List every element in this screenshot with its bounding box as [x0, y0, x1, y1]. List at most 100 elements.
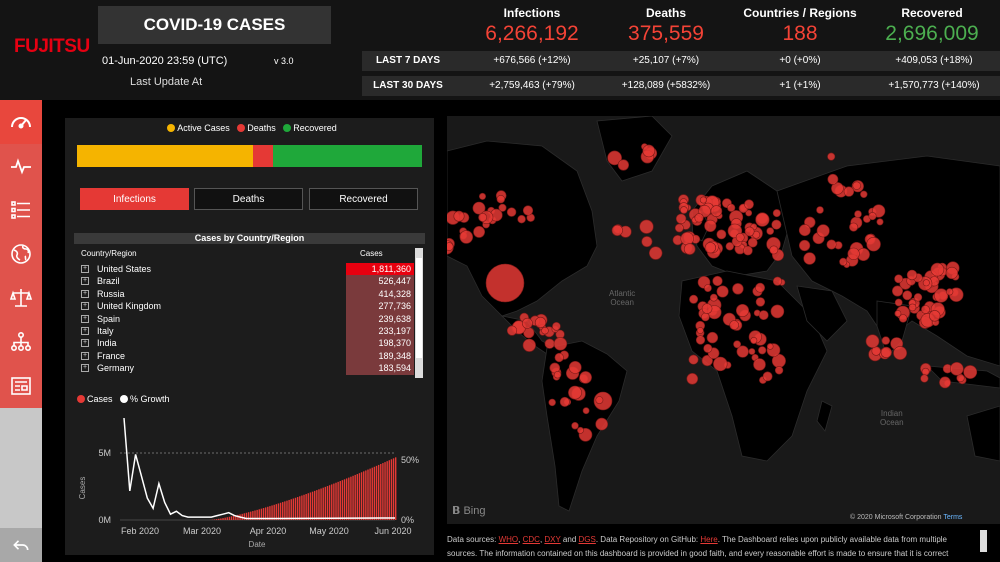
table-scrollbar[interactable]	[415, 248, 423, 378]
source-link-dxy[interactable]: DXY	[544, 535, 561, 544]
case-bubble[interactable]	[674, 223, 684, 233]
case-bubble[interactable]	[946, 288, 954, 296]
case-bubble[interactable]	[541, 327, 549, 335]
expand-icon[interactable]: +	[81, 265, 89, 273]
case-bubble[interactable]	[727, 203, 736, 212]
table-row[interactable]: + Italy 233,197	[74, 324, 414, 338]
case-bubble[interactable]	[506, 325, 518, 336]
case-bubble[interactable]	[744, 226, 755, 237]
table-row[interactable]: + United States 1,811,360	[74, 263, 414, 276]
table-row[interactable]: + Russia 414,328	[74, 287, 414, 301]
case-bubble[interactable]	[680, 231, 694, 246]
sidebar-item-globe[interactable]	[0, 232, 42, 276]
case-bubble[interactable]	[908, 303, 917, 312]
table-row[interactable]: + United Kingdom 277,736	[74, 300, 414, 313]
expand-icon[interactable]: +	[81, 314, 89, 323]
case-bubble[interactable]	[649, 246, 663, 260]
case-bubble[interactable]	[799, 239, 811, 252]
table-row[interactable]: + Germany 183,594	[74, 362, 414, 375]
scrollbar-thumb[interactable]	[416, 258, 422, 358]
case-bubble[interactable]	[683, 243, 696, 255]
case-bubble[interactable]	[963, 365, 978, 379]
case-bubble[interactable]	[750, 337, 758, 345]
case-bubble[interactable]	[755, 282, 765, 293]
case-bubble[interactable]	[582, 407, 590, 415]
case-bubble[interactable]	[930, 262, 945, 277]
case-bubble[interactable]	[920, 374, 929, 383]
case-bubble[interactable]	[688, 354, 699, 365]
case-bubble[interactable]	[758, 346, 767, 355]
case-bubble[interactable]	[704, 219, 717, 232]
case-bubble[interactable]	[710, 205, 723, 217]
case-bubble[interactable]	[949, 362, 964, 376]
case-bubble[interactable]	[755, 297, 766, 307]
sidebar-item-dashboard[interactable]	[0, 100, 42, 144]
case-bubble[interactable]	[595, 417, 608, 431]
case-bubble[interactable]	[735, 233, 745, 242]
table-row[interactable]: + France 189,348	[74, 349, 414, 363]
case-bubble[interactable]	[689, 294, 699, 304]
case-bubble[interactable]	[559, 396, 570, 407]
case-bubble[interactable]	[554, 352, 564, 363]
case-bubble[interactable]	[701, 312, 710, 322]
case-bubble[interactable]	[733, 340, 741, 349]
case-bubble[interactable]	[827, 173, 839, 185]
case-bubble[interactable]	[703, 284, 712, 292]
case-bubble[interactable]	[913, 293, 923, 302]
case-bubble[interactable]	[729, 320, 740, 330]
case-bubble[interactable]	[459, 230, 473, 244]
case-bubble[interactable]	[472, 201, 486, 215]
case-bubble[interactable]	[816, 224, 830, 238]
case-bubble[interactable]	[534, 316, 547, 329]
case-bubble[interactable]	[701, 303, 713, 314]
case-bubble[interactable]	[747, 237, 758, 248]
map-canvas[interactable]	[447, 116, 1000, 524]
case-bubble[interactable]	[880, 346, 892, 358]
case-bubble[interactable]	[568, 385, 582, 400]
case-bubble[interactable]	[568, 360, 582, 374]
case-bubble[interactable]	[898, 314, 908, 323]
case-bubble[interactable]	[506, 207, 517, 217]
case-bubble[interactable]	[485, 263, 525, 303]
case-bubble[interactable]	[929, 310, 941, 322]
active-cases-segment[interactable]	[77, 145, 253, 167]
case-bubble[interactable]	[478, 192, 486, 200]
case-bubble[interactable]	[713, 356, 728, 372]
case-bubble[interactable]	[921, 305, 930, 314]
case-bubble[interactable]	[611, 224, 623, 236]
case-bubble[interactable]	[639, 219, 654, 234]
case-bubble[interactable]	[891, 285, 903, 297]
case-bubble[interactable]	[704, 242, 717, 254]
case-bubble[interactable]	[706, 331, 719, 344]
case-bubble[interactable]	[732, 283, 744, 295]
case-bubble[interactable]	[865, 334, 880, 348]
column-header-cases[interactable]: Cases	[360, 249, 383, 258]
expand-icon[interactable]: +	[81, 277, 89, 286]
case-bubble[interactable]	[827, 152, 836, 161]
case-bubble[interactable]	[553, 371, 562, 379]
case-bubble[interactable]	[772, 276, 783, 286]
case-bubble[interactable]	[934, 288, 949, 303]
case-bubble[interactable]	[498, 203, 507, 212]
source-link-who[interactable]: WHO	[498, 535, 519, 544]
case-bubble[interactable]	[798, 224, 811, 237]
expand-icon[interactable]: +	[81, 351, 89, 360]
case-bubble[interactable]	[595, 396, 604, 404]
case-bubble[interactable]	[694, 213, 704, 223]
world-map[interactable]: Atlantic Ocean Indian Ocean 𝗕 Bing © 2020 …	[447, 116, 1000, 524]
case-bubble[interactable]	[745, 209, 753, 217]
case-bubble[interactable]	[522, 205, 534, 216]
case-bubble[interactable]	[902, 290, 913, 301]
case-bubble[interactable]	[642, 144, 656, 158]
case-bubble[interactable]	[716, 285, 729, 298]
deaths-segment[interactable]	[252, 145, 274, 167]
case-bubble[interactable]	[496, 194, 505, 204]
case-bubble[interactable]	[553, 337, 568, 351]
table-row[interactable]: + Spain 239,638	[74, 312, 414, 325]
case-bubble[interactable]	[680, 206, 688, 214]
case-bubble[interactable]	[716, 229, 727, 240]
case-bubble[interactable]	[699, 196, 707, 204]
sidebar-item-policy[interactable]	[0, 276, 42, 320]
case-bubble[interactable]	[743, 245, 753, 256]
back-button[interactable]	[0, 528, 42, 562]
